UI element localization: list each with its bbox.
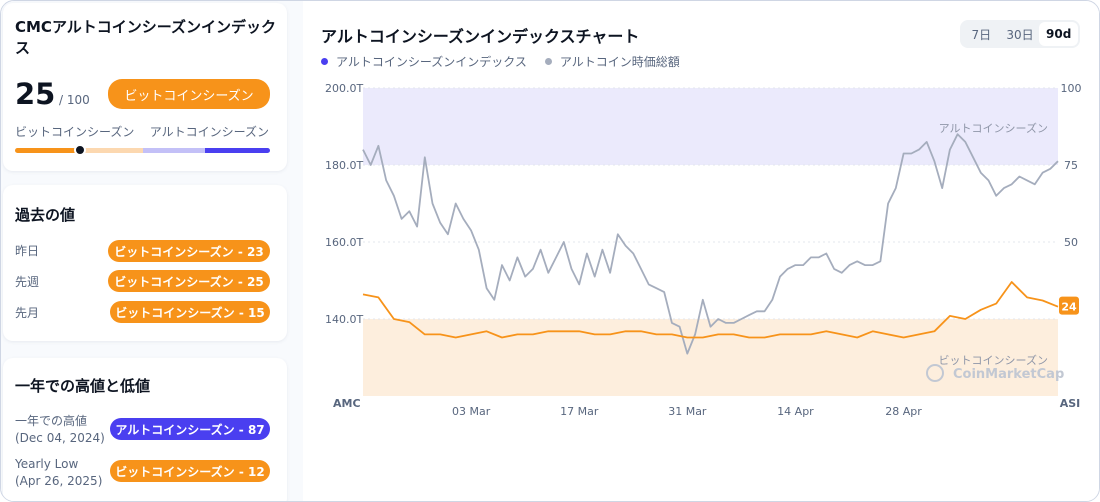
scale-segment-altcoin: [205, 148, 270, 153]
sidebar: CMCアルトコインシーズンインデックス 25 / 100 ビットコインシーズン …: [1, 1, 301, 501]
index-title: CMCアルトコインシーズンインデックス: [15, 18, 277, 57]
yearly-high-low-card: 一年での高値と低値 一年での高値 (Dec 04, 2024) アルトコインシー…: [3, 358, 287, 501]
altcoin-season-band-label: アルトコインシーズン: [939, 121, 1048, 135]
legend-label-index: アルトコインシーズンインデックス: [336, 55, 527, 69]
yearly-low-badge: ビットコインシーズン - 12: [110, 460, 270, 482]
left-axis-label: AMC: [333, 397, 361, 410]
yearly-title: 一年での高値と低値: [15, 377, 151, 395]
legend-item-index[interactable]: アルトコインシーズンインデックス: [321, 53, 527, 70]
legend-dot-mcap: [544, 58, 552, 65]
left-axis-tick: 180.0T: [325, 159, 363, 172]
left-axis-tick: 160.0T: [325, 236, 363, 249]
x-axis-tick: 14 Apr: [777, 405, 814, 418]
legend-item-mcap[interactable]: アルトコイン時価総額: [544, 53, 680, 70]
watermark-text: CoinMarketCap: [953, 367, 1064, 382]
current-index-card: CMCアルトコインシーズンインデックス 25 / 100 ビットコインシーズン …: [3, 3, 287, 171]
yearly-high-date: (Dec 04, 2024): [15, 431, 105, 445]
yearly-low-label: Yearly Low: [15, 457, 79, 471]
right-axis-tick: 100: [1061, 82, 1082, 95]
current-index-value: 25: [15, 77, 56, 111]
yearly-high-badge: アルトコインシーズン - 87: [110, 418, 270, 440]
legend-dot-index: [321, 58, 328, 65]
historical-values-card: 過去の値 昨日 ビットコインシーズン - 23 先週 ビットコインシーズン - …: [3, 185, 287, 341]
x-axis-tick: 28 Apr: [885, 405, 922, 418]
left-axis-tick: 200.0T: [325, 82, 363, 95]
history-label-last-week: 先週: [15, 275, 40, 289]
chart-legend: アルトコインシーズンインデックス アルトコイン時価総額: [321, 53, 680, 70]
range-button-7d[interactable]: 7日: [971, 27, 992, 42]
scale-segment-neutral-alt: [143, 148, 205, 153]
coinmarketcap-logo-icon: [926, 364, 944, 382]
current-season-badge: ビットコインシーズン: [108, 79, 270, 109]
scale-indicator-knob: [74, 144, 86, 156]
history-label-last-month: 先月: [15, 306, 40, 320]
history-badge-yesterday: ビットコインシーズン - 23: [108, 240, 270, 262]
yearly-high-label: 一年での高値: [15, 414, 88, 428]
range-selector: 7日 30日 90d: [960, 20, 1080, 48]
altcoin-season-band: [363, 88, 1058, 165]
scale-left-label: ビットコインシーズン: [15, 125, 135, 139]
scale-segment-bitcoin: [15, 148, 79, 153]
last-value-box: [1059, 296, 1079, 315]
right-axis-tick: 50: [1064, 236, 1078, 249]
right-axis-tick: 75: [1064, 159, 1078, 172]
historical-title: 過去の値: [15, 206, 76, 224]
last-value-label: 24: [1061, 301, 1077, 314]
left-axis-tick: 140.0T: [325, 313, 363, 326]
range-button-30d[interactable]: 30日: [1006, 27, 1034, 42]
altcoin-season-chart: 200.0T 180.0T 160.0T 140.0T 100 75 50 AMC ASI 03 …: [325, 82, 1082, 418]
chart-title: アルトコインシーズンインデックスチャート: [321, 27, 640, 46]
scale-right-label: アルトコインシーズン: [149, 125, 269, 139]
history-badge-last-month: ビットコインシーズン - 15: [110, 301, 270, 323]
chart-panel: アルトコインシーズンインデックスチャート アルトコインシーズンインデックス アル…: [303, 1, 1099, 501]
history-badge-last-week: ビットコインシーズン - 25: [108, 270, 270, 292]
range-button-90d[interactable]: 90d: [1039, 22, 1079, 46]
yearly-low-date: (Apr 26, 2025): [15, 474, 103, 488]
history-label-yesterday: 昨日: [15, 244, 40, 258]
altcoin-season-index-line: [362, 281, 1059, 339]
x-axis-tick: 31 Mar: [668, 405, 707, 418]
scale-segment-neutral-btc: [79, 148, 143, 153]
bitcoin-season-band-label: ビットコインシーズン: [939, 353, 1048, 367]
right-axis-label: ASI: [1060, 397, 1081, 410]
x-axis-tick: 17 Mar: [560, 405, 599, 418]
bitcoin-season-band: [363, 319, 1058, 396]
legend-label-mcap: アルトコイン時価総額: [559, 55, 680, 69]
current-index-max: / 100: [59, 93, 90, 107]
altcoin-market-cap-line: [362, 133, 1059, 355]
x-axis-tick: 03 Mar: [452, 405, 491, 418]
